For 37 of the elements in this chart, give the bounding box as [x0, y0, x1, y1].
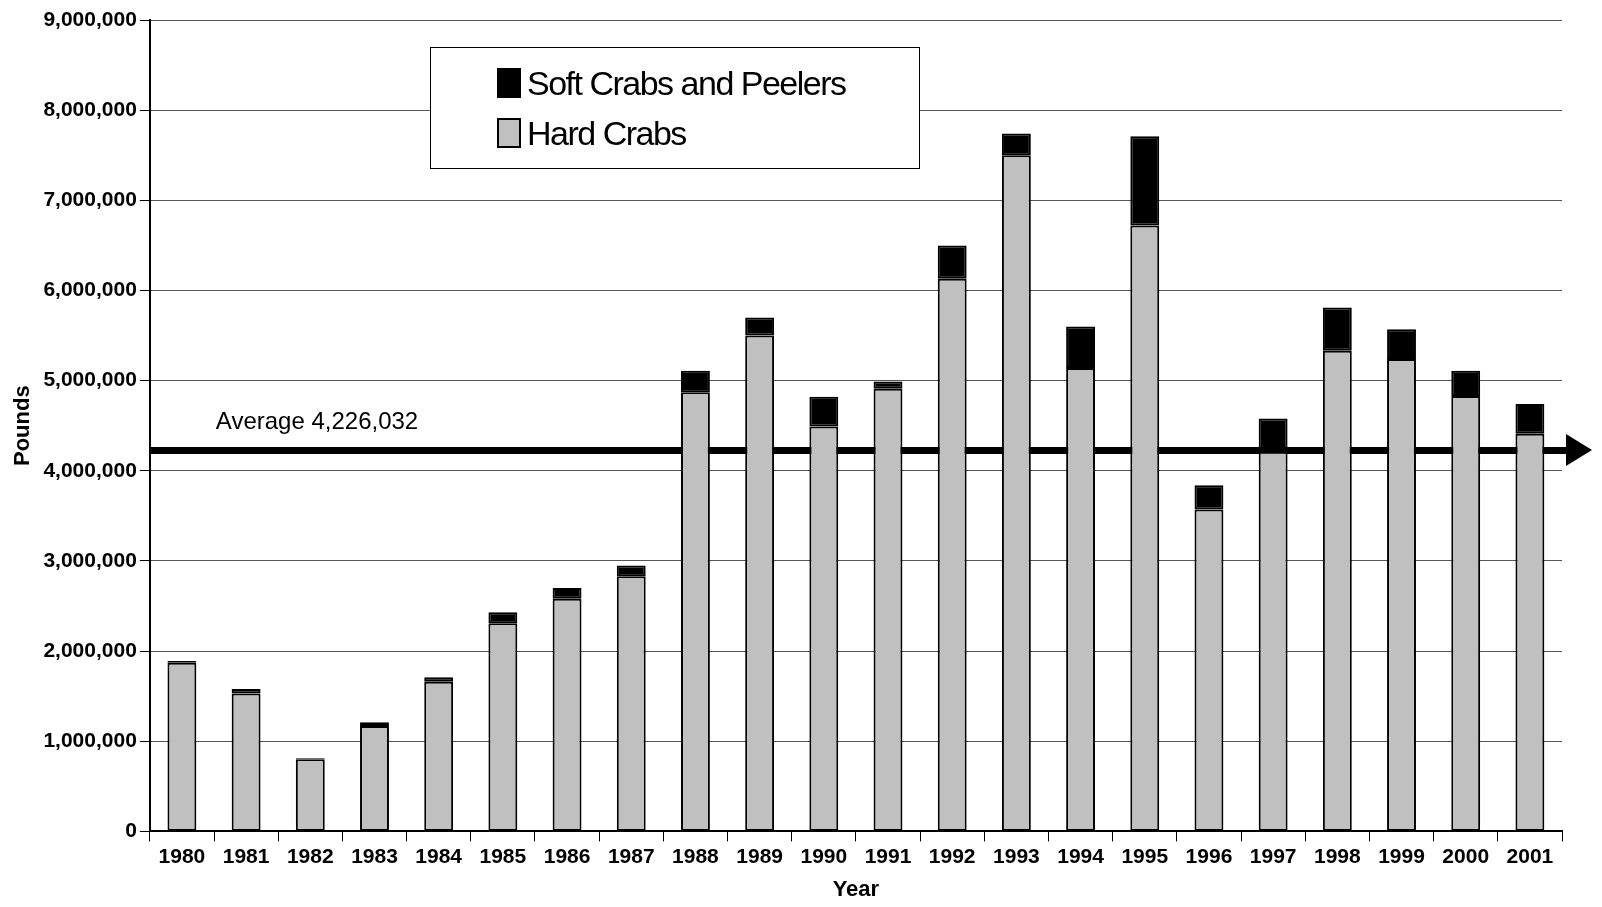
y-tick-label: 7,000,000 [43, 187, 137, 211]
x-tick-label: 1983 [351, 843, 398, 867]
y-tick-label: 5,000,000 [43, 367, 137, 391]
x-tick-label: 1993 [993, 843, 1040, 867]
y-tick-label: 2,000,000 [43, 637, 137, 661]
x-tick-label: 1996 [1185, 843, 1233, 867]
x-tick-label: 1984 [415, 843, 463, 867]
x-tick-label: 1997 [1249, 843, 1297, 867]
x-tick-label: 1992 [928, 843, 976, 867]
x-tick-label: 1999 [1378, 843, 1425, 867]
x-tick-label: 1986 [543, 843, 591, 867]
x-tick-label: 1995 [1121, 843, 1169, 867]
x-tick-label: 1994 [1057, 843, 1105, 867]
y-tick-label: 1,000,000 [43, 728, 137, 752]
y-tick-label: 9,000,000 [43, 6, 137, 30]
legend-label: Soft Crabs and Peelers [527, 63, 846, 103]
x-tick-label: 1987 [607, 843, 655, 867]
x-tick-label: 1980 [158, 843, 206, 867]
y-tick-label: 8,000,000 [43, 96, 137, 120]
y-tick-label: 3,000,000 [43, 547, 137, 571]
x-tick-label: 1982 [286, 843, 334, 867]
x-tick-label: 1985 [479, 843, 527, 867]
x-tick-label: 1989 [736, 843, 783, 867]
x-tick-label: 1988 [672, 843, 720, 867]
y-tick-label: 0 [125, 818, 137, 842]
x-tick-label: 1991 [864, 843, 912, 867]
x-tick-label: 1981 [222, 843, 270, 867]
y-tick-label: 4,000,000 [43, 457, 137, 481]
x-tick-label: 1990 [800, 843, 848, 867]
y-tick-label: 6,000,000 [43, 277, 137, 301]
y-axis-title: Pounds [9, 385, 35, 467]
ref-line-label: Average 4,226,032 [215, 407, 419, 435]
x-tick-label: 2000 [1442, 843, 1490, 867]
x-tick-label: 2001 [1506, 843, 1554, 867]
legend-label: Hard Crabs [527, 113, 686, 153]
x-axis-title: Year [832, 875, 880, 901]
x-tick-label: 1998 [1313, 843, 1362, 867]
